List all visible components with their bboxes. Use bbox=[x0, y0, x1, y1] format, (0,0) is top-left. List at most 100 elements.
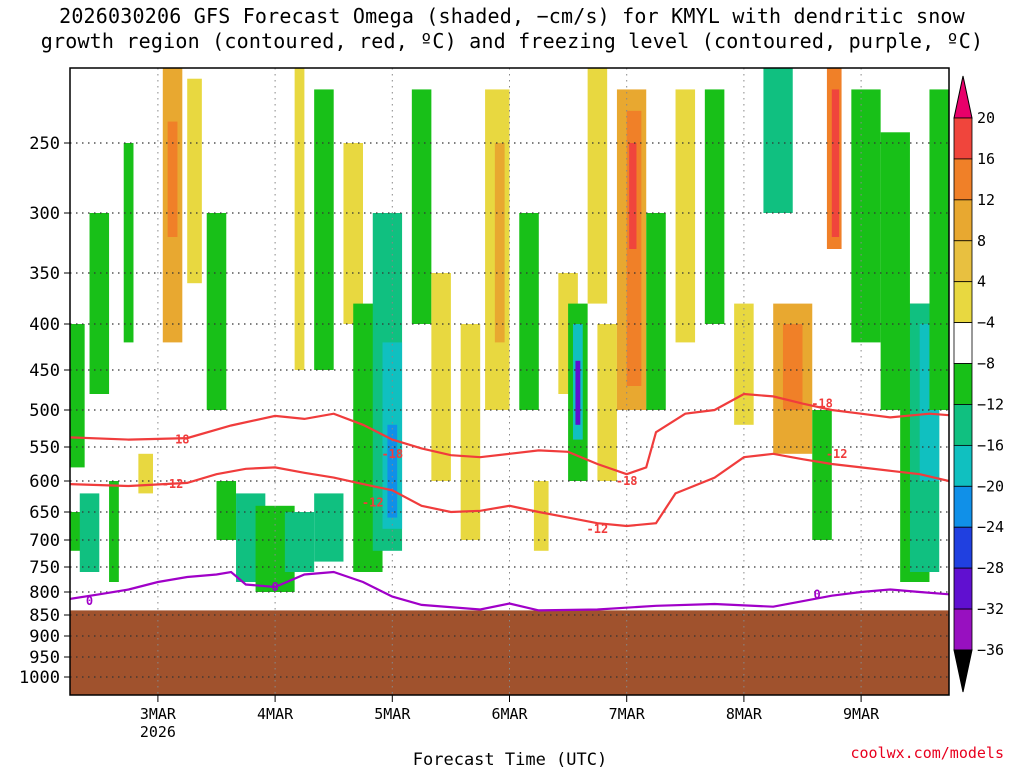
omega-cell-25 bbox=[460, 324, 481, 540]
omega-cell-14 bbox=[284, 512, 315, 572]
omega-cell-33 bbox=[575, 360, 581, 425]
omega-cell-41 bbox=[704, 89, 725, 324]
contour-label-2: -18 bbox=[381, 447, 403, 461]
contour-label-0: 18 bbox=[175, 433, 189, 447]
x-tick-label-0: 3MAR bbox=[140, 705, 177, 723]
omega-shading-layer bbox=[70, 68, 949, 592]
omega-cell-4 bbox=[109, 481, 119, 582]
colorbar-label-1: 16 bbox=[977, 150, 995, 168]
colorbar-segment-1 bbox=[953, 158, 973, 201]
colorbar-label-3: 8 bbox=[977, 232, 986, 250]
chart-title-line-1: 2026030206 GFS Forecast Omega (shaded, −… bbox=[59, 4, 965, 28]
omega-cell-28 bbox=[519, 213, 539, 410]
colorbar-label-12: −32 bbox=[977, 600, 1004, 618]
omega-cell-2 bbox=[70, 324, 85, 468]
colorbar-segment-8 bbox=[953, 444, 973, 487]
omega-cell-18 bbox=[343, 143, 363, 324]
omega-cell-48 bbox=[831, 89, 840, 237]
omega-cell-34 bbox=[587, 68, 608, 304]
contour-label-6: -18 bbox=[811, 397, 833, 411]
omega-cell-23 bbox=[411, 89, 432, 324]
x-tick-label-6: 9MAR bbox=[843, 705, 880, 723]
x-tick-label-1: 4MAR bbox=[257, 705, 294, 723]
omega-cell-16 bbox=[314, 89, 334, 370]
contour-line-snow_growth-1 bbox=[70, 452, 949, 528]
omega-cell-11 bbox=[216, 481, 237, 540]
omega-cell-8 bbox=[167, 121, 178, 237]
contour-layer: 18 -12 -18 -12 -18 -12 -18 -12 0 0 0 bbox=[70, 392, 949, 612]
colorbar-segment-7 bbox=[953, 404, 973, 446]
contour-label-8: 0 bbox=[271, 580, 278, 594]
colorbar-label-9: −20 bbox=[977, 477, 1004, 495]
colorbar-label-4: 4 bbox=[977, 273, 986, 291]
colorbar-segment-3 bbox=[953, 240, 973, 283]
colorbar-segment-12 bbox=[953, 608, 973, 651]
contour-label-3: -12 bbox=[362, 496, 384, 510]
omega-cell-27 bbox=[494, 143, 505, 343]
contour-label-5: -12 bbox=[587, 522, 609, 536]
y-tick-label-700: 700 bbox=[29, 531, 60, 551]
colorbar-label-13: −36 bbox=[977, 641, 1004, 659]
y-tick-label-350: 350 bbox=[29, 264, 60, 284]
omega-cell-24 bbox=[431, 273, 451, 481]
omega-cell-45 bbox=[782, 324, 803, 410]
grid-layer bbox=[70, 68, 949, 695]
omega-cell-49 bbox=[851, 89, 881, 343]
omega-cell-54 bbox=[929, 89, 949, 410]
colorbar-segment-9 bbox=[953, 485, 973, 528]
omega-cell-46 bbox=[812, 410, 832, 540]
omega-cell-43 bbox=[763, 68, 793, 213]
contour-label-10: 0 bbox=[814, 587, 821, 601]
contour-line-freezing-2 bbox=[70, 570, 949, 612]
omega-cell-42 bbox=[734, 303, 754, 425]
chart-title: 2026030206 GFS Forecast Omega (shaded, −… bbox=[0, 4, 1024, 54]
y-tick-label-950: 950 bbox=[29, 648, 60, 668]
x-axis-label: Forecast Time (UTC) bbox=[413, 750, 607, 768]
colorbar-bottom-arrow bbox=[953, 649, 973, 693]
y-tick-label-550: 550 bbox=[29, 438, 60, 458]
omega-cell-1 bbox=[79, 493, 100, 572]
omega-cell-29 bbox=[533, 481, 549, 551]
y-tick-label-450: 450 bbox=[29, 361, 60, 381]
omega-cell-38 bbox=[629, 143, 637, 249]
colorbar-segment-11 bbox=[953, 567, 973, 610]
colorbar-segment-5 bbox=[953, 322, 973, 364]
omega-cell-40 bbox=[675, 89, 696, 343]
omega-cell-39 bbox=[646, 213, 666, 410]
y-tick-label-250: 250 bbox=[29, 134, 60, 154]
contour-line-snow_growth-0 bbox=[70, 392, 949, 476]
y-tick-label-900: 900 bbox=[29, 627, 60, 647]
colorbar-segment-2 bbox=[953, 199, 973, 242]
omega-cell-17 bbox=[314, 493, 344, 562]
omega-cell-3 bbox=[89, 213, 110, 394]
y-axis: 2503003504004505005506006507007508008509… bbox=[19, 134, 70, 688]
omega-cell-6 bbox=[138, 453, 154, 494]
y-tick-label-500: 500 bbox=[29, 401, 60, 421]
y-tick-label-400: 400 bbox=[29, 315, 60, 335]
omega-cell-15 bbox=[294, 68, 305, 370]
omega-cell-9 bbox=[187, 78, 202, 284]
colorbar-top-arrow bbox=[953, 75, 973, 119]
y-tick-label-300: 300 bbox=[29, 204, 60, 224]
y-tick-label-1000: 1000 bbox=[19, 668, 60, 688]
colorbar-label-7: −12 bbox=[977, 395, 1004, 413]
colorbar-segment-10 bbox=[953, 526, 973, 569]
omega-cell-35 bbox=[597, 324, 617, 481]
y-tick-label-750: 750 bbox=[29, 558, 60, 578]
colorbar-label-0: 20 bbox=[977, 109, 995, 127]
colorbar-segment-4 bbox=[953, 281, 973, 324]
contour-label-9: 0 bbox=[86, 594, 93, 608]
x-tick-sublabel-0: 2026 bbox=[140, 723, 176, 741]
x-tick-label-5: 8MAR bbox=[726, 705, 763, 723]
chart-title-line-2: growth region (contoured, red, ºC) and f… bbox=[40, 29, 984, 53]
colorbar-label-6: −8 bbox=[977, 355, 995, 373]
color-scale-bar: 20 16 12 8 4 −4 −8 −12 −16 −20 −24 −28 −32 −36 bbox=[953, 75, 1004, 693]
y-tick-label-650: 650 bbox=[29, 503, 60, 523]
omega-cell-5 bbox=[123, 143, 134, 343]
colorbar-segment-6 bbox=[953, 363, 973, 405]
x-tick-label-3: 6MAR bbox=[491, 705, 528, 723]
omega-cell-10 bbox=[206, 213, 227, 410]
x-tick-label-2: 5MAR bbox=[374, 705, 411, 723]
